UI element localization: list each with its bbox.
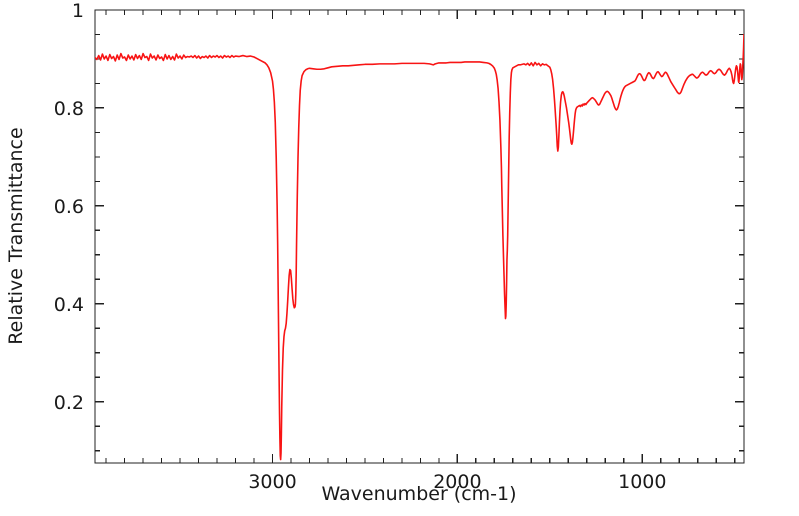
- y-tick-label: 1: [72, 0, 84, 22]
- y-axis-title: Relative Transmittance: [5, 127, 27, 344]
- y-axis-minor-ticks: [95, 33, 744, 452]
- y-axis-major-ticks: [95, 9, 744, 403]
- x-axis-title: Wavenumber (cm-1): [321, 483, 516, 505]
- x-axis-tick-labels: 3000 2000 1000: [248, 471, 666, 493]
- y-tick-label: 0.8: [54, 98, 84, 120]
- y-tick-label: 0.4: [54, 294, 84, 316]
- plot-frame: [94, 9, 745, 464]
- x-axis-major-ticks: [271, 10, 644, 463]
- y-tick-label: 0.2: [54, 392, 84, 414]
- y-tick-label: 0.6: [54, 196, 84, 218]
- x-axis-minor-ticks: [105, 10, 736, 463]
- spectrum-trace: [95, 33, 744, 461]
- x-tick-label: 2000: [433, 471, 481, 493]
- data-series-layer: [95, 33, 744, 461]
- y-axis-tick-labels: 1 0.8 0.6 0.4 0.2: [54, 0, 84, 414]
- x-tick-label: 3000: [248, 471, 296, 493]
- x-tick-label: 1000: [618, 471, 666, 493]
